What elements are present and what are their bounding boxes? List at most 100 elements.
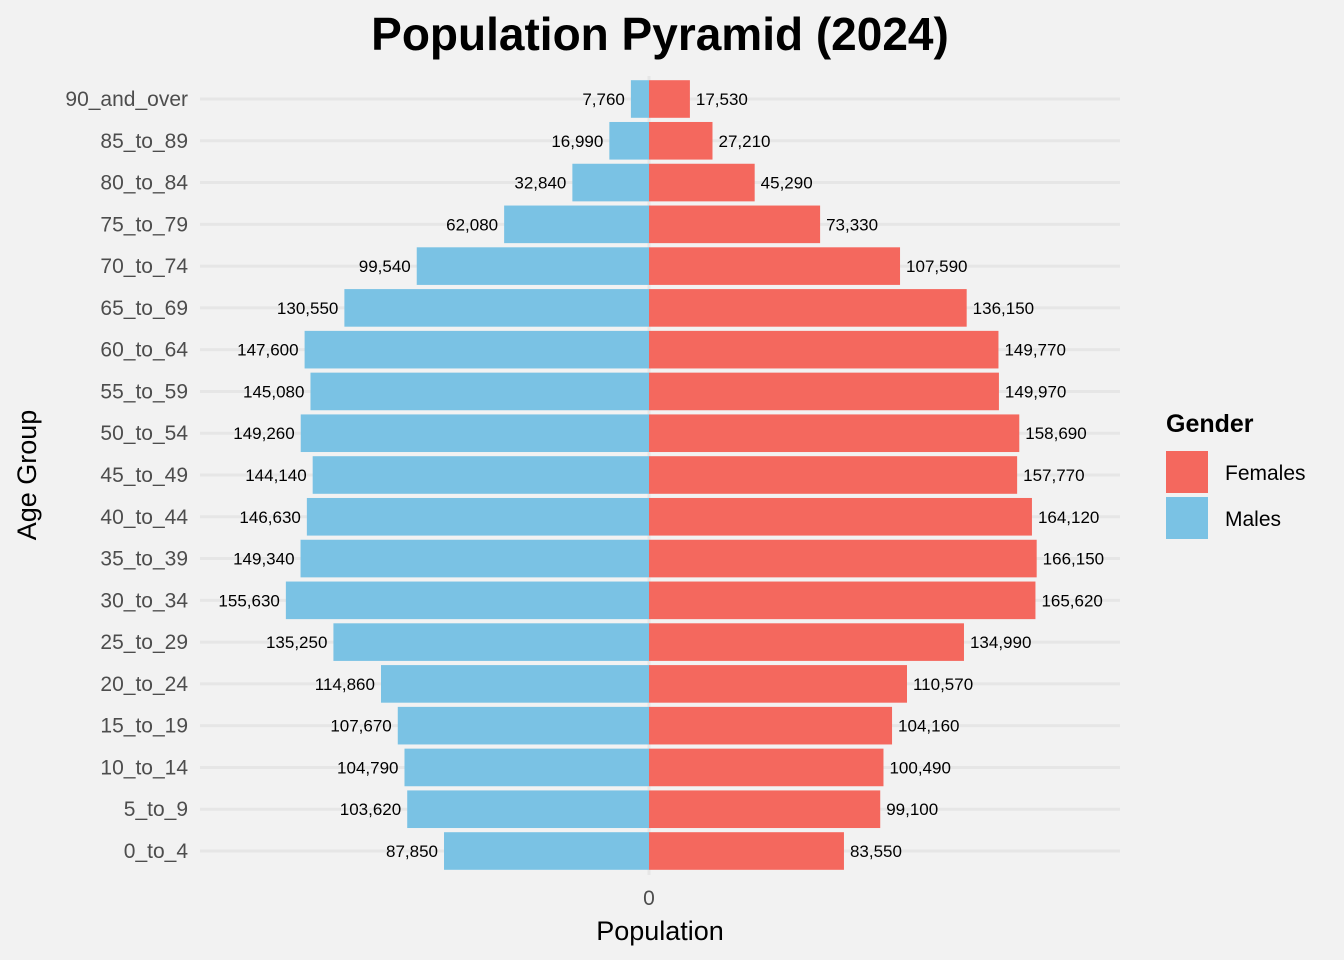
bar-females-15_to_19 bbox=[649, 706, 893, 745]
bar-females-20_to_24 bbox=[649, 665, 907, 703]
bar-males-70_to_74 bbox=[416, 247, 649, 285]
y-tick-65_to_69: 65_to_69 bbox=[100, 297, 188, 320]
bar-males-60_to_64 bbox=[304, 330, 649, 369]
data-label-males-0_to_4: 87,850 bbox=[386, 842, 438, 861]
y-tick-10_to_14: 10_to_14 bbox=[100, 756, 188, 779]
data-label-females-45_to_49: 157,770 bbox=[1023, 466, 1084, 485]
bar-females-0_to_4 bbox=[649, 832, 844, 870]
y-tick-40_to_44: 40_to_44 bbox=[100, 506, 188, 529]
bar-females-40_to_44 bbox=[649, 497, 1032, 536]
data-label-males-45_to_49: 144,140 bbox=[245, 466, 306, 485]
data-label-females-65_to_69: 136,150 bbox=[973, 299, 1034, 318]
bar-males-90_and_over bbox=[630, 80, 649, 118]
data-label-males-25_to_29: 135,250 bbox=[266, 633, 327, 652]
y-tick-0_to_4: 0_to_4 bbox=[124, 840, 189, 863]
data-label-males-70_to_74: 99,540 bbox=[359, 257, 411, 276]
data-label-females-90_and_over: 17,530 bbox=[696, 90, 748, 109]
bar-males-35_to_39 bbox=[300, 539, 649, 578]
legend-swatch-females bbox=[1166, 451, 1208, 493]
data-label-females-15_to_19: 104,160 bbox=[898, 717, 959, 736]
data-label-females-10_to_14: 100,490 bbox=[889, 758, 950, 777]
data-label-males-50_to_54: 149,260 bbox=[233, 424, 294, 443]
data-label-males-35_to_39: 149,340 bbox=[233, 550, 294, 569]
bar-females-30_to_34 bbox=[649, 581, 1036, 620]
y-tick-70_to_74: 70_to_74 bbox=[100, 255, 188, 278]
bar-males-65_to_69 bbox=[344, 289, 649, 327]
data-labels: 87,850 83,550 103,620 99,100 104,790 100,490 1… bbox=[218, 90, 1104, 861]
data-label-females-20_to_24: 110,570 bbox=[913, 675, 973, 694]
y-tick-35_to_39: 35_to_39 bbox=[100, 548, 188, 571]
data-label-males-60_to_64: 147,600 bbox=[237, 341, 298, 360]
bar-males-0_to_4 bbox=[444, 832, 649, 870]
data-label-males-55_to_59: 145,080 bbox=[243, 382, 304, 401]
y-tick-90_and_over: 90_and_over bbox=[65, 88, 188, 111]
bar-females-5_to_9 bbox=[649, 790, 881, 829]
data-label-males-20_to_24: 114,860 bbox=[315, 675, 375, 694]
data-label-females-85_to_89: 27,210 bbox=[718, 132, 770, 151]
bar-females-45_to_49 bbox=[649, 456, 1018, 494]
legend-swatch-males bbox=[1166, 497, 1208, 539]
y-tick-15_to_19: 15_to_19 bbox=[100, 715, 188, 738]
bar-females-90_and_over bbox=[649, 80, 690, 118]
data-label-males-90_and_over: 7,760 bbox=[582, 90, 625, 109]
y-tick-75_to_79: 75_to_79 bbox=[100, 213, 188, 236]
bars bbox=[285, 80, 1037, 870]
bar-females-75_to_79 bbox=[649, 205, 821, 244]
data-label-females-80_to_84: 45,290 bbox=[761, 174, 813, 193]
bar-females-70_to_74 bbox=[649, 247, 901, 285]
data-label-females-0_to_4: 83,550 bbox=[850, 842, 902, 861]
data-label-males-30_to_34: 155,630 bbox=[218, 591, 279, 610]
data-label-males-85_to_89: 16,990 bbox=[551, 132, 603, 151]
data-label-males-40_to_44: 146,630 bbox=[239, 508, 300, 527]
y-tick-25_to_29: 25_to_29 bbox=[100, 631, 188, 654]
y-tick-85_to_89: 85_to_89 bbox=[100, 130, 188, 153]
bar-males-30_to_34 bbox=[285, 581, 649, 620]
y-tick-45_to_49: 45_to_49 bbox=[100, 464, 188, 487]
y-tick-55_to_59: 55_to_59 bbox=[100, 380, 188, 403]
bar-females-35_to_39 bbox=[649, 539, 1037, 578]
bar-males-85_to_89 bbox=[609, 121, 649, 160]
legend-title: Gender bbox=[1166, 410, 1254, 438]
bar-males-40_to_44 bbox=[306, 497, 649, 536]
bar-females-55_to_59 bbox=[649, 372, 999, 411]
y-axis-ticks: 0_to_4 5_to_9 10_to_14 15_to_19 20_to_24 25_t… bbox=[65, 88, 188, 863]
data-label-males-5_to_9: 103,620 bbox=[340, 800, 401, 819]
bar-males-25_to_29 bbox=[333, 623, 649, 661]
x-axis-title: Population bbox=[596, 916, 724, 946]
bar-males-20_to_24 bbox=[380, 665, 649, 703]
data-label-females-55_to_59: 149,970 bbox=[1005, 382, 1066, 401]
y-tick-20_to_24: 20_to_24 bbox=[100, 673, 188, 696]
bar-females-60_to_64 bbox=[649, 330, 999, 369]
bar-males-45_to_49 bbox=[312, 456, 649, 494]
data-label-females-5_to_9: 99,100 bbox=[886, 800, 938, 819]
bar-females-80_to_84 bbox=[649, 163, 755, 202]
bar-females-65_to_69 bbox=[649, 289, 967, 327]
data-label-females-35_to_39: 166,150 bbox=[1043, 550, 1104, 569]
data-label-females-60_to_64: 149,770 bbox=[1004, 341, 1065, 360]
y-tick-60_to_64: 60_to_64 bbox=[100, 339, 188, 362]
bar-males-50_to_54 bbox=[300, 414, 649, 453]
data-label-females-25_to_29: 134,990 bbox=[970, 633, 1031, 652]
y-tick-50_to_54: 50_to_54 bbox=[100, 422, 188, 445]
data-label-males-80_to_84: 32,840 bbox=[514, 174, 566, 193]
data-label-males-10_to_14: 104,790 bbox=[337, 758, 398, 777]
legend-label-females: Females bbox=[1225, 462, 1306, 485]
bar-females-10_to_14 bbox=[649, 748, 884, 787]
data-label-females-70_to_74: 107,590 bbox=[906, 257, 967, 276]
bar-females-25_to_29 bbox=[649, 623, 964, 661]
data-label-males-15_to_19: 107,670 bbox=[330, 717, 391, 736]
data-label-females-30_to_34: 165,620 bbox=[1041, 591, 1102, 610]
bar-males-55_to_59 bbox=[310, 372, 649, 411]
bar-males-80_to_84 bbox=[572, 163, 649, 202]
bar-males-5_to_9 bbox=[407, 790, 649, 829]
bar-males-15_to_19 bbox=[397, 706, 649, 745]
bar-females-50_to_54 bbox=[649, 414, 1020, 453]
bar-males-75_to_79 bbox=[504, 205, 649, 244]
data-label-females-40_to_44: 164,120 bbox=[1038, 508, 1099, 527]
data-label-females-50_to_54: 158,690 bbox=[1025, 424, 1086, 443]
x-tick-zero: 0 bbox=[643, 887, 655, 910]
y-tick-80_to_84: 80_to_84 bbox=[100, 172, 188, 195]
y-axis-title: Age Group bbox=[12, 410, 42, 541]
